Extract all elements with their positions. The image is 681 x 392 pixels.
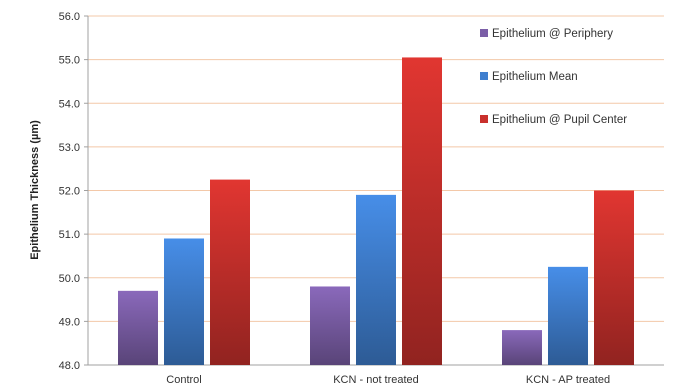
bar-0-2	[502, 330, 542, 365]
y-tick-label: 55.0	[59, 55, 80, 67]
legend: Epithelium @ Periphery Epithelium Mean Epi…	[480, 28, 627, 126]
y-tick-label: 54.0	[59, 98, 80, 110]
legend-label: Epithelium @ Periphery	[492, 28, 613, 40]
y-tick-label: 56.0	[59, 11, 80, 23]
y-tick-label: 52.0	[59, 186, 80, 198]
y-tick-label: 48.0	[59, 360, 80, 372]
bar-2-0	[210, 179, 250, 365]
y-tick-label: 49.0	[59, 316, 80, 328]
legend-label: Epithelium Mean	[492, 71, 578, 83]
x-tick-label: KCN - AP treated	[526, 374, 610, 386]
y-tick-label: 51.0	[59, 229, 80, 241]
bar-2-1	[402, 57, 442, 365]
bar-1-2	[548, 266, 588, 365]
y-axis-title: Epithelium Thickness (µm)	[29, 120, 41, 260]
bar-1-1	[356, 194, 396, 365]
bar-0-1	[310, 286, 350, 365]
bar-0-0	[118, 290, 158, 365]
y-tick-labels: 48.0 49.0 50.0 51.0 52.0 53.0 54.0 55.0 56.0	[59, 11, 88, 372]
bar-1-0	[164, 238, 204, 365]
bar-2-2	[594, 190, 634, 365]
x-tick-label: Control	[166, 374, 201, 386]
x-tick-labels: Control KCN - not treated KCN - AP treated	[166, 374, 610, 386]
bars	[118, 57, 634, 365]
legend-swatch	[480, 72, 488, 80]
y-tick-label: 53.0	[59, 142, 80, 154]
x-tick-label: KCN - not treated	[333, 374, 419, 386]
legend-swatch	[480, 115, 488, 123]
y-tick-label: 50.0	[59, 273, 80, 285]
legend-swatch	[480, 29, 488, 37]
legend-label: Epithelium @ Pupil Center	[492, 114, 627, 126]
